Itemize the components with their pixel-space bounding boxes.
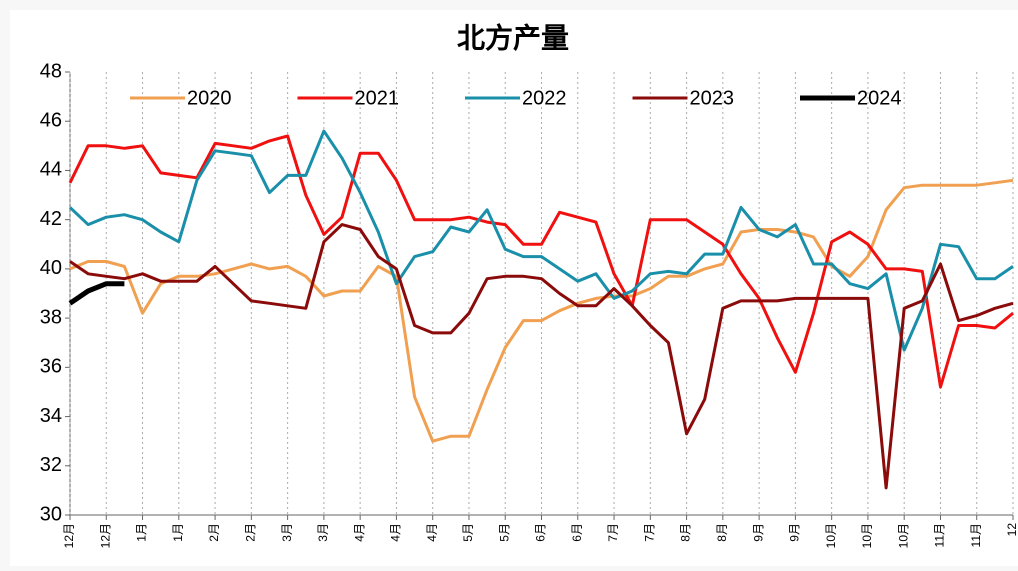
y-tick-label: 34 bbox=[40, 405, 62, 427]
y-tick-label: 32 bbox=[40, 454, 62, 476]
x-tick-label: 7月 bbox=[642, 523, 656, 542]
legend-label: 2021 bbox=[355, 87, 400, 109]
series-line bbox=[68, 129, 1014, 352]
y-tick-label: 38 bbox=[40, 306, 62, 328]
y-tick-label: 30 bbox=[40, 503, 62, 525]
x-tick-label: 3月 bbox=[280, 523, 294, 542]
x-tick-label: 4月 bbox=[425, 523, 439, 542]
series-line bbox=[68, 134, 1014, 389]
x-tick-label: 6月 bbox=[534, 523, 548, 542]
x-tick-label: 10月 bbox=[824, 523, 838, 548]
legend-label: 2024 bbox=[857, 87, 902, 109]
x-tick-label: 12 bbox=[1005, 523, 1018, 537]
x-tick-label: 6月 bbox=[570, 523, 584, 542]
chart-title: 北方产量 bbox=[457, 21, 569, 53]
x-tick-label: 9月 bbox=[788, 523, 802, 542]
x-tick-label: 11月 bbox=[969, 523, 983, 547]
legend-label: 2020 bbox=[187, 87, 232, 109]
x-tick-label: 9月 bbox=[751, 523, 765, 542]
x-tick-label: 2月 bbox=[207, 523, 221, 542]
x-tick-label: 11月 bbox=[933, 523, 947, 547]
series-line bbox=[69, 223, 1014, 490]
x-tick-label: 1月 bbox=[171, 523, 185, 542]
y-tick-label: 36 bbox=[40, 356, 62, 378]
x-tick-label: 4月 bbox=[389, 523, 403, 542]
x-tick-label: 7月 bbox=[606, 523, 620, 542]
x-tick-label: 5月 bbox=[497, 523, 511, 542]
chart-background bbox=[10, 10, 1018, 566]
legend-label: 2022 bbox=[522, 87, 567, 109]
x-tick-label: 12月 bbox=[62, 523, 76, 548]
x-tick-label: 5月 bbox=[461, 523, 475, 542]
x-tick-label: 8月 bbox=[679, 523, 693, 542]
x-tick-label: 1月 bbox=[135, 523, 149, 542]
y-tick-label: 44 bbox=[40, 159, 62, 181]
x-tick-label: 8月 bbox=[715, 523, 729, 542]
y-tick-label: 48 bbox=[40, 60, 62, 82]
series-line bbox=[68, 281, 125, 306]
y-tick-label: 40 bbox=[40, 257, 62, 279]
x-tick-label: 10月 bbox=[860, 523, 874, 548]
x-tick-label: 10月 bbox=[896, 523, 910, 548]
series-line bbox=[69, 178, 1014, 443]
y-tick-label: 42 bbox=[40, 208, 62, 230]
x-tick-label: 12月 bbox=[98, 523, 112, 548]
legend-label: 2023 bbox=[690, 87, 735, 109]
x-tick-label: 3月 bbox=[316, 523, 330, 542]
x-tick-label: 2月 bbox=[244, 523, 258, 542]
y-tick-label: 46 bbox=[40, 110, 62, 132]
x-tick-label: 4月 bbox=[352, 523, 366, 542]
